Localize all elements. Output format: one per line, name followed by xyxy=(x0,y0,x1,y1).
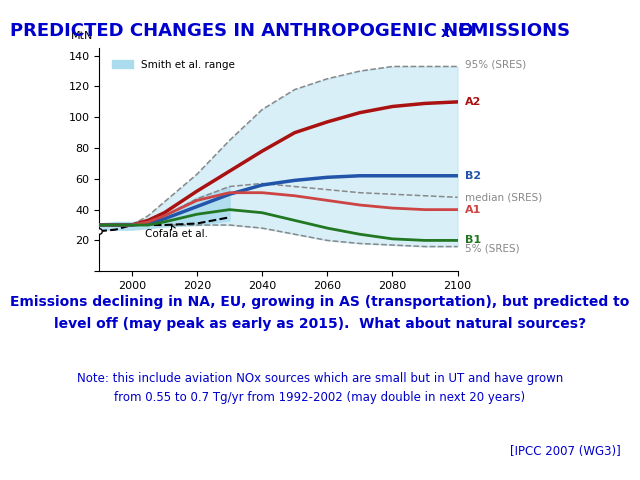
Text: level off (may peak as early as 2015).  What about natural sources?: level off (may peak as early as 2015). W… xyxy=(54,317,586,331)
Text: A2: A2 xyxy=(465,97,482,107)
Text: 5% (SRES): 5% (SRES) xyxy=(465,243,520,253)
Text: median (SRES): median (SRES) xyxy=(465,192,543,202)
Text: [IPCC 2007 (WG3)]: [IPCC 2007 (WG3)] xyxy=(510,445,621,458)
Text: x: x xyxy=(440,26,449,40)
Text: PREDICTED CHANGES IN ANTHROPOGENIC NO: PREDICTED CHANGES IN ANTHROPOGENIC NO xyxy=(10,22,473,40)
Text: 95% (SRES): 95% (SRES) xyxy=(465,60,527,70)
Text: B1: B1 xyxy=(465,235,481,245)
Text: EMISSIONS: EMISSIONS xyxy=(452,22,570,40)
Legend: Smith et al. range: Smith et al. range xyxy=(108,56,239,74)
Text: Cofala et al.: Cofala et al. xyxy=(145,225,208,240)
Text: from 0.55 to 0.7 Tg/yr from 1992-2002 (may double in next 20 years): from 0.55 to 0.7 Tg/yr from 1992-2002 (m… xyxy=(115,391,525,404)
Text: Emissions declining in NA, EU, growing in AS (transportation), but predicted to: Emissions declining in NA, EU, growing i… xyxy=(10,295,630,309)
Text: A1: A1 xyxy=(465,204,482,215)
Text: B2: B2 xyxy=(465,171,481,181)
Text: MtN: MtN xyxy=(70,31,93,41)
Text: Note: this include aviation NOx sources which are small but in UT and have grown: Note: this include aviation NOx sources … xyxy=(77,372,563,385)
